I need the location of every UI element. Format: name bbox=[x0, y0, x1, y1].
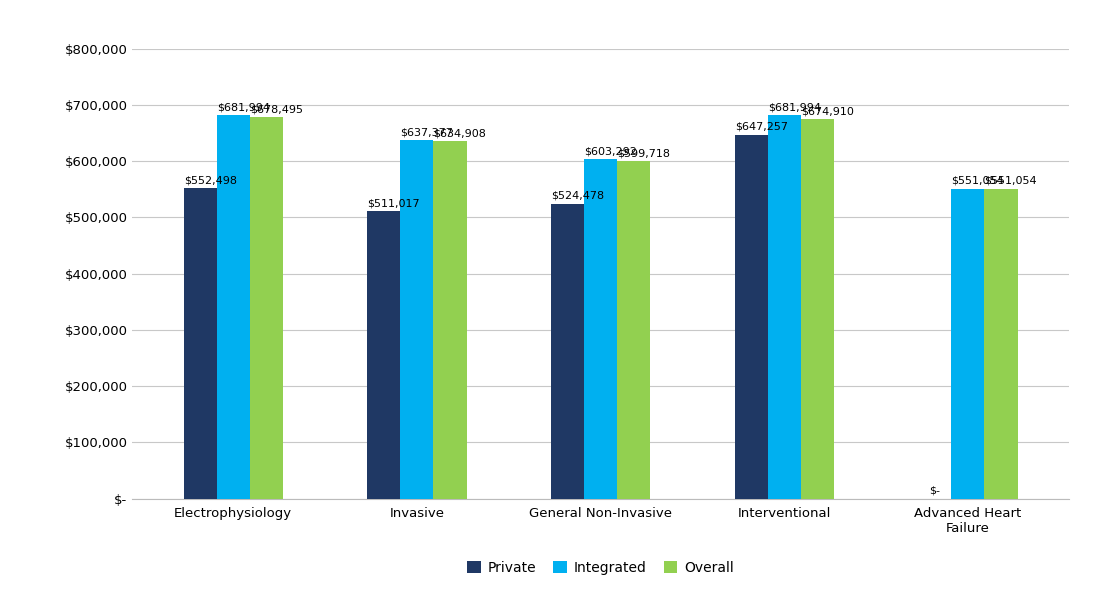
Bar bbox=[433, 142, 466, 499]
Bar bbox=[951, 188, 984, 499]
Text: $524,478: $524,478 bbox=[551, 191, 604, 201]
Text: $551,054: $551,054 bbox=[951, 176, 1004, 186]
Bar bbox=[367, 211, 400, 499]
Text: $551,054: $551,054 bbox=[984, 176, 1037, 186]
Text: $681,994: $681,994 bbox=[217, 102, 270, 112]
Bar bbox=[584, 159, 617, 499]
Text: $-: $- bbox=[929, 486, 940, 496]
Text: $637,377: $637,377 bbox=[400, 127, 453, 137]
Bar bbox=[217, 115, 250, 499]
Bar bbox=[184, 188, 217, 499]
Bar bbox=[801, 119, 834, 499]
Bar bbox=[984, 188, 1017, 499]
Legend: Private, Integrated, Overall: Private, Integrated, Overall bbox=[461, 554, 741, 582]
Text: $603,292: $603,292 bbox=[584, 147, 637, 156]
Text: $674,910: $674,910 bbox=[801, 106, 854, 116]
Text: $634,908: $634,908 bbox=[433, 129, 486, 139]
Bar bbox=[250, 117, 283, 499]
Bar bbox=[617, 161, 650, 499]
Text: $678,495: $678,495 bbox=[250, 104, 303, 114]
Bar bbox=[551, 204, 584, 499]
Text: $511,017: $511,017 bbox=[367, 198, 420, 209]
Text: $552,498: $552,498 bbox=[184, 175, 237, 185]
Bar bbox=[735, 134, 768, 499]
Text: $647,257: $647,257 bbox=[735, 122, 788, 132]
Bar bbox=[400, 140, 433, 499]
Bar bbox=[768, 115, 801, 499]
Text: $599,718: $599,718 bbox=[617, 148, 670, 159]
Text: $681,994: $681,994 bbox=[768, 102, 821, 112]
